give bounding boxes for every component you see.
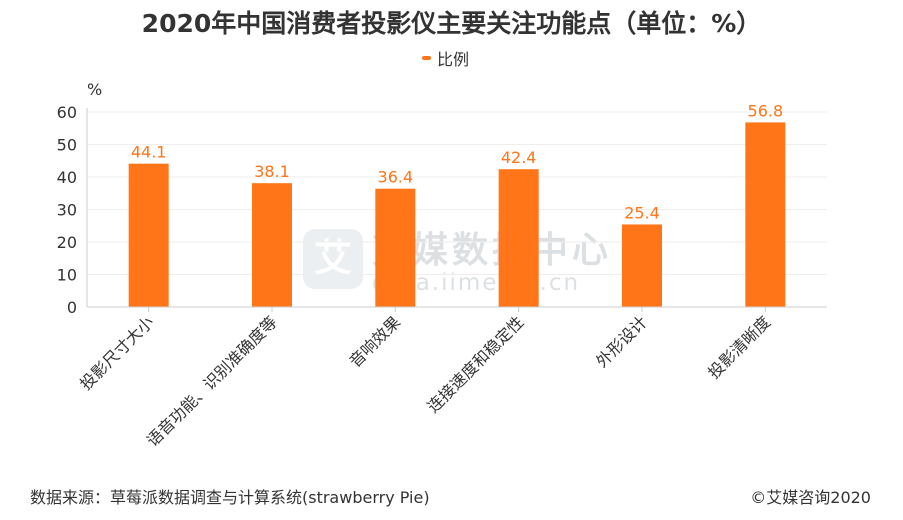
bar-1 [252, 183, 292, 307]
x-tick-label-5: 投影清晰度 [704, 312, 774, 382]
bar-chart: 艾艾媒数据中心data.iimedia.cn 0 10 20 30 40 50 60% 44… [57, 80, 827, 450]
data-label-0: 44.1 [131, 143, 167, 162]
y-tick-label: 0 [67, 298, 77, 317]
y-tick-label: 60 [57, 103, 77, 122]
chart-title: 2020年中国消费者投影仪主要关注功能点（单位：%） [141, 9, 762, 38]
y-tick-label: 20 [57, 233, 77, 252]
data-label-5: 56.8 [748, 101, 784, 120]
x-tick-label-1: 语音功能、识别准确度等 [143, 312, 281, 450]
bar-5 [745, 122, 786, 308]
y-axis-unit: % [87, 80, 102, 99]
x-tick-label-2: 音响效果 [345, 312, 404, 371]
bar-2 [375, 188, 416, 307]
y-tick-label: 50 [57, 136, 77, 155]
gridlines [87, 111, 827, 275]
y-tick-label: 10 [57, 266, 77, 285]
bars [128, 122, 786, 308]
source-note: 数据来源：草莓派数据调查与计算系统(strawberry Pie) [30, 488, 430, 507]
copyright-note: ©艾媒咨询2020 [750, 488, 871, 507]
data-label-3: 42.4 [501, 148, 537, 167]
y-axis: 0 10 20 30 40 50 60% [57, 80, 103, 317]
y-tick-label: 40 [57, 168, 77, 187]
data-label-2: 36.4 [378, 168, 414, 187]
data-label-1: 38.1 [254, 162, 290, 181]
x-tick-label-0: 投影尺寸大小 [76, 312, 157, 393]
x-tick-label-3: 连接速度和稳定性 [424, 312, 528, 416]
data-label-4: 25.4 [624, 203, 660, 222]
watermark: 艾艾媒数据中心data.iimedia.cn [303, 229, 608, 296]
data-labels: 44.1 38.1 36.4 42.4 25.4 56.8 [131, 101, 783, 222]
legend-swatch [422, 56, 431, 60]
legend-label: 比例 [437, 50, 470, 69]
x-tick-label-4: 外形设计 [592, 312, 651, 371]
y-tick-label: 30 [57, 201, 77, 220]
watermark-logo-text: 艾 [314, 236, 352, 280]
bar-0 [128, 163, 169, 307]
chart-legend: 比例 [422, 46, 469, 70]
bar-4 [622, 224, 662, 307]
bar-3 [498, 169, 539, 307]
